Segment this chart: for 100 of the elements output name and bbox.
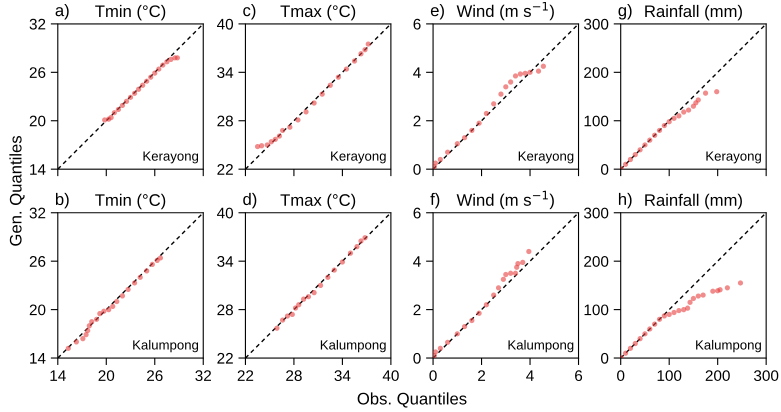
point bbox=[671, 310, 677, 316]
point bbox=[66, 346, 71, 351]
point bbox=[638, 147, 643, 152]
y-tick-label: 6 bbox=[414, 208, 421, 218]
y-tick-label: 6 bbox=[414, 18, 421, 30]
point bbox=[120, 102, 126, 108]
chart-title: Wind (m s$^{−1}$) bbox=[456, 190, 554, 210]
point bbox=[642, 142, 648, 148]
point bbox=[160, 62, 166, 68]
y-tick-label: 20 bbox=[30, 116, 46, 126]
point bbox=[724, 285, 730, 290]
point bbox=[469, 318, 474, 324]
point bbox=[292, 305, 298, 311]
point bbox=[80, 336, 86, 342]
point bbox=[156, 66, 162, 72]
point bbox=[484, 110, 489, 116]
point bbox=[496, 285, 502, 290]
point bbox=[354, 244, 360, 250]
point bbox=[94, 316, 100, 322]
x-tick-label: 100 bbox=[658, 370, 682, 382]
x-tick-label: 300 bbox=[754, 370, 778, 382]
y-tick-label: 200 bbox=[584, 256, 608, 267]
point bbox=[144, 78, 150, 84]
y-tick-label: 40 bbox=[216, 208, 234, 218]
point bbox=[512, 73, 518, 79]
y-tick-label: 0 bbox=[601, 164, 608, 175]
point bbox=[340, 259, 345, 265]
point bbox=[622, 162, 628, 167]
point bbox=[152, 70, 158, 76]
y-tick-label: 0 bbox=[413, 352, 421, 364]
annotation: Kalumpong bbox=[133, 340, 198, 352]
text: e) bbox=[430, 4, 444, 20]
y-tick-label: 22 bbox=[217, 164, 233, 175]
point bbox=[284, 313, 290, 319]
point bbox=[312, 100, 317, 106]
text: c) bbox=[243, 4, 256, 20]
point bbox=[527, 70, 533, 75]
text: a) bbox=[56, 4, 69, 20]
point bbox=[280, 128, 286, 134]
y-tick-label: 300 bbox=[584, 18, 608, 30]
y-tick-label: 300 bbox=[584, 208, 608, 218]
y-tick-label: 100 bbox=[584, 116, 608, 126]
point bbox=[642, 331, 648, 336]
point bbox=[710, 288, 716, 294]
point bbox=[469, 128, 474, 134]
x-tick-label: 40 bbox=[382, 370, 399, 382]
point bbox=[522, 70, 528, 76]
point bbox=[120, 293, 126, 298]
chart-title: Wind (m s$^{−1}$) bbox=[456, 2, 554, 20]
y-tick-label: 22 bbox=[217, 352, 233, 364]
point bbox=[500, 276, 506, 282]
point bbox=[498, 92, 504, 97]
y-tick-label: 34 bbox=[217, 256, 234, 267]
y-tick-label: 32 bbox=[30, 18, 46, 30]
point bbox=[164, 59, 170, 64]
point bbox=[358, 51, 364, 56]
point bbox=[696, 97, 701, 103]
x-tick-label: 34 bbox=[334, 370, 350, 382]
point bbox=[268, 139, 274, 144]
point bbox=[662, 313, 667, 318]
point bbox=[320, 92, 325, 97]
point bbox=[258, 143, 264, 148]
y-tick-label: 32 bbox=[30, 208, 46, 218]
point bbox=[74, 339, 79, 344]
point bbox=[97, 311, 102, 316]
point bbox=[638, 336, 643, 342]
point bbox=[484, 302, 489, 308]
point bbox=[632, 340, 638, 346]
x-tick-label: 26 bbox=[147, 370, 163, 382]
y-tick-label: 4 bbox=[413, 256, 421, 267]
chart-title: Rainfall (mm) bbox=[645, 4, 742, 20]
y-tick-label: 2 bbox=[414, 116, 420, 126]
x-tick-label: 28 bbox=[286, 370, 302, 382]
point bbox=[503, 272, 508, 278]
point bbox=[462, 135, 468, 140]
point bbox=[508, 270, 514, 276]
point bbox=[662, 122, 667, 128]
point bbox=[718, 287, 723, 292]
point bbox=[174, 55, 180, 60]
point bbox=[132, 280, 138, 286]
point bbox=[303, 109, 309, 114]
y-axis-title: Gen. Quantiles bbox=[9, 136, 25, 246]
point bbox=[520, 260, 526, 265]
y-tick-label: 0 bbox=[601, 352, 608, 364]
point bbox=[126, 286, 131, 292]
point bbox=[714, 89, 720, 94]
point bbox=[454, 141, 460, 146]
point bbox=[325, 274, 330, 280]
y-tick-label: 26 bbox=[30, 67, 46, 78]
point bbox=[274, 326, 280, 331]
point bbox=[168, 56, 174, 62]
chart-title: Tmin (°C) bbox=[95, 4, 166, 20]
point bbox=[114, 298, 120, 304]
point bbox=[628, 156, 633, 162]
point bbox=[124, 98, 130, 104]
point bbox=[89, 319, 94, 324]
point bbox=[336, 74, 341, 80]
point bbox=[108, 114, 114, 120]
text: f) bbox=[430, 192, 440, 208]
y-tick-label: 0 bbox=[413, 164, 421, 175]
